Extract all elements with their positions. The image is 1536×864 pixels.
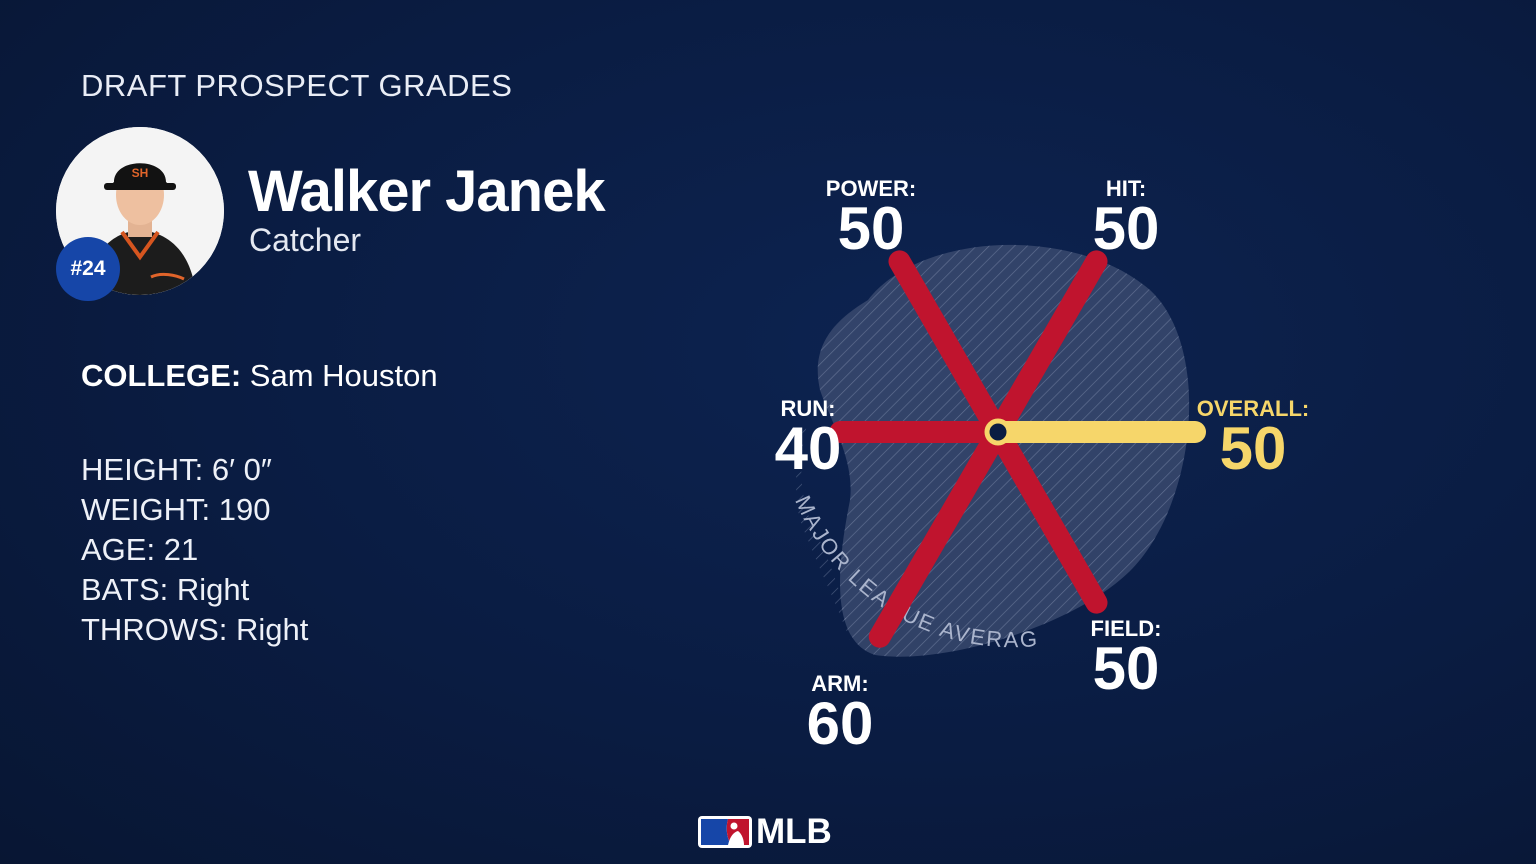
spoke-arm bbox=[868, 421, 1009, 648]
bio-label: AGE: bbox=[81, 532, 156, 567]
axis-label-field: FIELD: bbox=[1091, 616, 1162, 641]
bio-label: THROWS: bbox=[81, 612, 228, 647]
spoke-power bbox=[888, 250, 1009, 443]
college-row: COLLEGE: Sam Houston bbox=[81, 358, 438, 394]
axis-label-power: POWER: bbox=[826, 176, 916, 201]
mlb-logo-icon bbox=[698, 816, 752, 848]
axis-label-overall: OVERALL: bbox=[1197, 396, 1309, 421]
svg-text:SH: SH bbox=[132, 166, 149, 180]
axis-label-run: RUN: bbox=[781, 396, 836, 421]
axis-value-hit: 50 bbox=[1093, 195, 1160, 262]
bio-value: 21 bbox=[163, 532, 199, 567]
bio-list: HEIGHT: 6′ 0″ WEIGHT: 190 AGE: 21 BATS: … bbox=[81, 450, 308, 650]
bio-throws: THROWS: Right bbox=[81, 610, 308, 650]
axis-value-power: 50 bbox=[838, 195, 905, 262]
axis-label-hit: HIT: bbox=[1106, 176, 1146, 201]
axis-value-arm: 60 bbox=[807, 690, 874, 757]
bio-value: 190 bbox=[218, 492, 271, 527]
bio-height: HEIGHT: 6′ 0″ bbox=[81, 450, 308, 490]
bio-age: AGE: 21 bbox=[81, 530, 308, 570]
axis-label-arm: ARM: bbox=[811, 671, 868, 696]
bio-weight: WEIGHT: 190 bbox=[81, 490, 308, 530]
axis-value-overall: 50 bbox=[1220, 415, 1287, 482]
labels-layer: POWER:50HIT:50OVERALL:50FIELD:50ARM:60RU… bbox=[775, 176, 1310, 757]
bio-bats: BATS: Right bbox=[81, 570, 308, 610]
player-position: Catcher bbox=[249, 222, 362, 258]
mlb-logo-text: MLB bbox=[756, 812, 832, 851]
player-name: Walker Janek bbox=[248, 159, 606, 224]
spokes-layer bbox=[829, 250, 1206, 648]
average-region-outer-hatch bbox=[796, 390, 850, 640]
spoke-hit bbox=[987, 250, 1108, 443]
bio-label: WEIGHT: bbox=[81, 492, 211, 527]
bio-label: BATS: bbox=[81, 572, 169, 607]
axis-value-run: 40 bbox=[775, 415, 842, 482]
college-label: COLLEGE: bbox=[81, 358, 242, 393]
mlb-logo: MLB bbox=[698, 812, 832, 852]
spoke-field bbox=[987, 421, 1108, 614]
bio-value: 6′ 0″ bbox=[211, 452, 272, 487]
center-dot bbox=[984, 418, 1012, 446]
college-value: Sam Houston bbox=[249, 358, 438, 393]
bio-value: Right bbox=[236, 612, 309, 647]
page-title: DRAFT PROSPECT GRADES bbox=[81, 68, 513, 103]
bio-label: HEIGHT: bbox=[81, 452, 204, 487]
jersey-number-badge: #24 bbox=[56, 237, 120, 301]
axis-value-field: 50 bbox=[1093, 635, 1160, 702]
average-region: MAJOR LEAGUE AVERAGE bbox=[0, 0, 1190, 657]
bio-value: Right bbox=[176, 572, 250, 607]
